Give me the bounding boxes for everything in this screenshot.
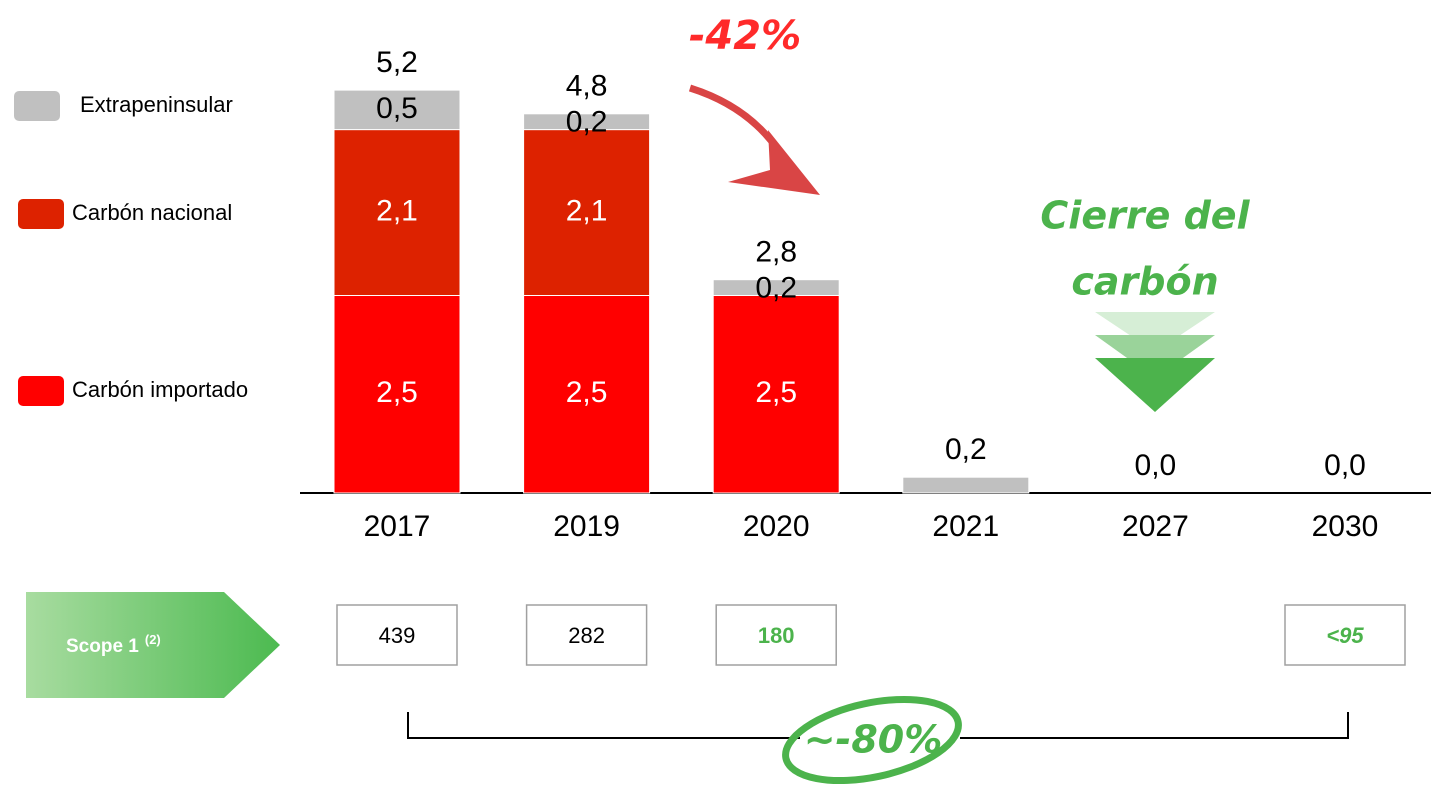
segment-label: 2,5 bbox=[755, 376, 797, 409]
closure-label: Cierre del bbox=[1040, 194, 1250, 238]
x-tick-label: 2017 bbox=[364, 510, 431, 543]
bar-segment bbox=[902, 476, 1030, 494]
segment-label: 0,5 bbox=[376, 92, 418, 125]
legend-label: Carbón nacional bbox=[72, 200, 232, 225]
scope-box bbox=[715, 604, 837, 666]
x-tick-label: 2019 bbox=[553, 510, 620, 543]
segment-label: 2,1 bbox=[566, 194, 608, 227]
scope-label-text: Scope 1 bbox=[66, 636, 139, 657]
chevron bbox=[1095, 335, 1215, 378]
total-label: 5,2 bbox=[376, 46, 418, 79]
x-tick-label: 2020 bbox=[743, 510, 810, 543]
legend-swatch bbox=[18, 199, 64, 229]
bar-segment bbox=[523, 295, 651, 494]
scope-value: 439 bbox=[379, 623, 416, 648]
bar-segment bbox=[712, 279, 840, 297]
segment-label: 0,2 bbox=[755, 272, 797, 305]
segment-label: 0,2 bbox=[566, 106, 608, 139]
bar-segment bbox=[333, 129, 461, 296]
segment-label: 2,5 bbox=[376, 376, 418, 409]
x-tick-label: 2030 bbox=[1312, 510, 1379, 543]
x-tick-label: 2027 bbox=[1122, 510, 1189, 543]
legend-swatch bbox=[14, 91, 60, 121]
bar-segment bbox=[333, 295, 461, 494]
scope-value: 180 bbox=[758, 623, 795, 648]
scope-value: 282 bbox=[568, 623, 605, 648]
bar-segment bbox=[523, 113, 651, 131]
closure-label: carbón bbox=[1071, 260, 1218, 304]
legend-label: Extrapeninsular bbox=[80, 92, 233, 117]
total-label: 0,2 bbox=[945, 433, 987, 466]
scope-label: Scope 1 (2) bbox=[66, 632, 161, 657]
drop-label: -42% bbox=[689, 13, 801, 59]
scope-box bbox=[1284, 604, 1406, 666]
scope-box bbox=[336, 604, 458, 666]
reduction-circle bbox=[782, 695, 962, 785]
total-label: 2,8 bbox=[755, 236, 797, 269]
total-label: 0,0 bbox=[1324, 449, 1366, 482]
bracket bbox=[407, 712, 1349, 739]
chevron bbox=[1095, 358, 1215, 412]
bar-segment bbox=[712, 295, 840, 494]
total-label: 0,0 bbox=[1135, 449, 1177, 482]
reduction-label: ~-80% bbox=[804, 718, 943, 762]
drop-arrow-head bbox=[728, 130, 820, 195]
segment-label: 2,1 bbox=[376, 194, 418, 227]
scope-box bbox=[525, 604, 648, 666]
legend-swatch bbox=[18, 376, 64, 406]
x-tick-label: 2021 bbox=[932, 510, 999, 543]
total-label: 4,8 bbox=[566, 70, 608, 103]
scope-arrow bbox=[26, 592, 280, 698]
scope-note: (2) bbox=[145, 632, 161, 647]
legend-label: Carbón importado bbox=[72, 377, 248, 402]
segment-label: 2,5 bbox=[566, 376, 608, 409]
chevron bbox=[1095, 312, 1215, 352]
scope-value: <95 bbox=[1326, 623, 1364, 648]
bar-segment bbox=[333, 89, 461, 131]
